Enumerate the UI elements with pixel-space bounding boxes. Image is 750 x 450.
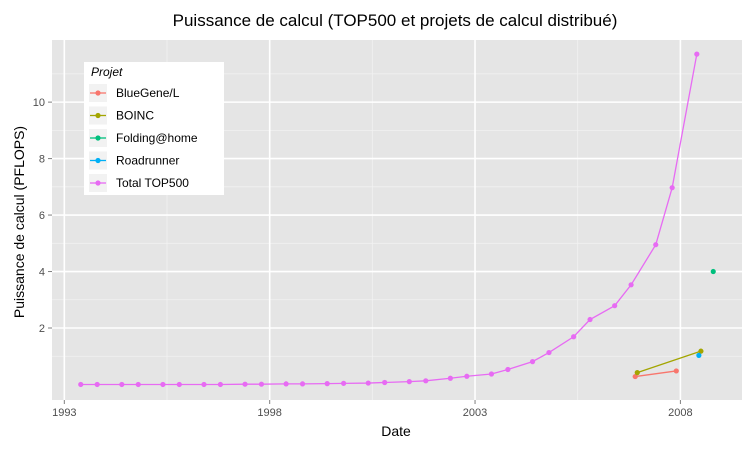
data-point xyxy=(341,380,347,386)
legend-box xyxy=(84,62,224,195)
data-point xyxy=(119,381,125,388)
data-point xyxy=(447,375,453,381)
legend-label: BOINC xyxy=(116,109,154,123)
data-point xyxy=(365,380,371,386)
legend-item: BlueGene/L xyxy=(89,84,180,102)
legend-label: Folding@home xyxy=(116,131,198,145)
data-point xyxy=(546,349,552,356)
legend-key-point xyxy=(95,180,101,186)
series-line xyxy=(637,350,702,374)
data-point xyxy=(201,381,207,388)
series-layer xyxy=(78,51,716,388)
legend-label: BlueGene/L xyxy=(116,86,180,100)
legend-key-point xyxy=(95,90,101,96)
data-point xyxy=(632,373,638,380)
data-point xyxy=(242,381,248,387)
data-point xyxy=(324,381,330,387)
data-point xyxy=(464,373,470,379)
legend-key-point xyxy=(95,135,101,141)
data-point xyxy=(628,282,634,288)
y-axis: 2 4 6 8 10 xyxy=(33,97,52,335)
data-point xyxy=(283,381,289,387)
series-line xyxy=(635,370,677,378)
data-point xyxy=(653,242,659,248)
data-point xyxy=(406,379,412,385)
data-point xyxy=(160,381,166,388)
series-total-top500 xyxy=(78,51,700,388)
legend-label: Total TOP500 xyxy=(116,176,189,190)
x-tick-label: 1993 xyxy=(52,407,76,419)
data-point xyxy=(382,379,388,386)
series-folding-home xyxy=(710,268,716,275)
legend-items: BlueGene/L BOINC Folding@home Roadrunner Tot… xyxy=(89,84,198,192)
legend-key-point xyxy=(95,112,101,119)
data-point xyxy=(571,334,577,340)
data-point xyxy=(258,381,265,387)
x-tick-label: 2003 xyxy=(463,407,487,419)
legend-item: Roadrunner xyxy=(89,151,179,170)
data-point xyxy=(423,378,429,384)
data-point xyxy=(94,381,100,388)
y-tick-label: 10 xyxy=(33,97,45,109)
x-tick-label: 2008 xyxy=(668,407,692,419)
data-point xyxy=(698,348,704,354)
data-point xyxy=(299,381,306,387)
data-point xyxy=(217,381,223,388)
data-point xyxy=(135,381,141,388)
y-axis-title: Puissance de calcul (PFLOPS) xyxy=(11,126,27,318)
x-axis-title: Date xyxy=(381,423,411,439)
data-point xyxy=(488,371,495,377)
y-tick-label: 4 xyxy=(39,267,45,279)
data-point xyxy=(694,51,700,57)
data-point xyxy=(710,268,716,275)
y-tick-label: 6 xyxy=(39,210,45,222)
data-point xyxy=(669,185,675,191)
legend-label: Roadrunner xyxy=(116,154,179,168)
series-boinc xyxy=(634,348,704,376)
data-point xyxy=(176,381,182,388)
legend: Projet BlueGene/L BOINC Folding@home Roadru… xyxy=(84,62,224,195)
series-bluegene-l xyxy=(632,368,679,380)
data-point xyxy=(587,316,593,323)
data-point xyxy=(529,359,536,365)
series-roadrunner xyxy=(696,352,702,358)
data-point xyxy=(634,370,640,376)
legend-item: Folding@home xyxy=(89,129,198,147)
legend-item: Total TOP500 xyxy=(89,174,189,192)
chart-title: Puissance de calcul (TOP500 et projets d… xyxy=(173,11,618,30)
legend-title: Projet xyxy=(91,65,123,79)
y-tick-label: 8 xyxy=(39,154,45,166)
x-tick-label: 1998 xyxy=(257,407,281,419)
data-point xyxy=(505,366,511,373)
legend-item: BOINC xyxy=(89,106,154,125)
legend-key-point xyxy=(95,157,101,164)
data-point xyxy=(696,352,702,358)
x-axis: 1993 1998 2003 2008 xyxy=(52,400,693,419)
data-point xyxy=(612,303,618,309)
data-point xyxy=(78,381,84,388)
y-tick-label: 2 xyxy=(39,323,45,335)
data-point xyxy=(673,368,679,374)
